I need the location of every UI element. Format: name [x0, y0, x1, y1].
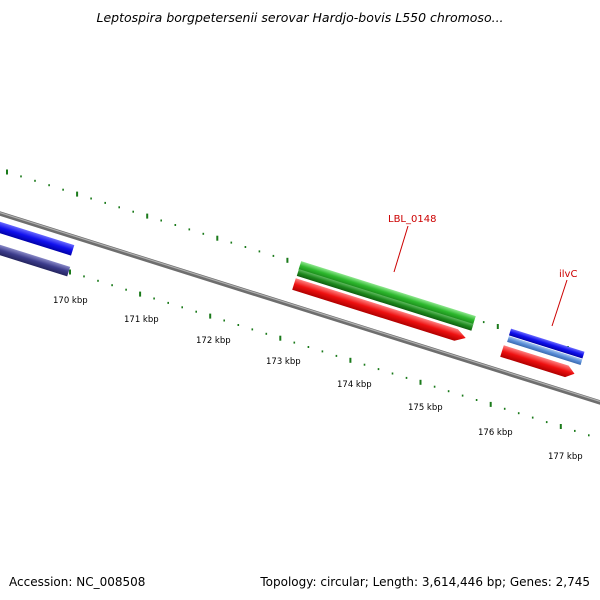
blue-gene-right[interactable]: [508, 328, 585, 359]
gene-label: LBL_0148: [388, 214, 436, 225]
scale-labels: 170 kbp 171 kbp 172 kbp 173 kbp 174 kbp 175 k…: [53, 296, 583, 462]
scale-label: 173 kbp: [266, 357, 301, 367]
accession-text: Accession: NC_008508: [9, 575, 146, 589]
gene-label: ilvC: [559, 269, 577, 280]
scale-label: 170 kbp: [53, 296, 88, 306]
red-gene-right[interactable]: [500, 345, 576, 379]
backbone: [0, 211, 600, 405]
red-gene-middle[interactable]: [292, 278, 467, 343]
scale-label: 172 kbp: [196, 336, 231, 346]
blue-gene-left[interactable]: [0, 216, 75, 256]
label-ilvc: ilvC: [551, 269, 577, 327]
scale-label: 176 kbp: [478, 428, 513, 438]
scale-label: 171 kbp: [124, 315, 159, 325]
map-title: Leptospira borgpetersenii serovar Hardjo…: [96, 10, 504, 25]
scale-label: 177 kbp: [548, 452, 583, 462]
navy-gene-left[interactable]: [0, 239, 71, 277]
label-lbl-0148: LBL_0148: [388, 214, 436, 273]
light-blue-gene-right[interactable]: [507, 336, 583, 365]
scale-label: 175 kbp: [408, 403, 443, 413]
summary-text: Topology: circular; Length: 3,614,446 bp…: [260, 575, 590, 589]
dark-green-gene[interactable]: [296, 269, 474, 331]
scale-label: 174 kbp: [337, 380, 372, 390]
tick-row-inner: [69, 269, 590, 437]
tick-row-outer: [6, 169, 583, 354]
green-gene[interactable]: [298, 261, 476, 325]
